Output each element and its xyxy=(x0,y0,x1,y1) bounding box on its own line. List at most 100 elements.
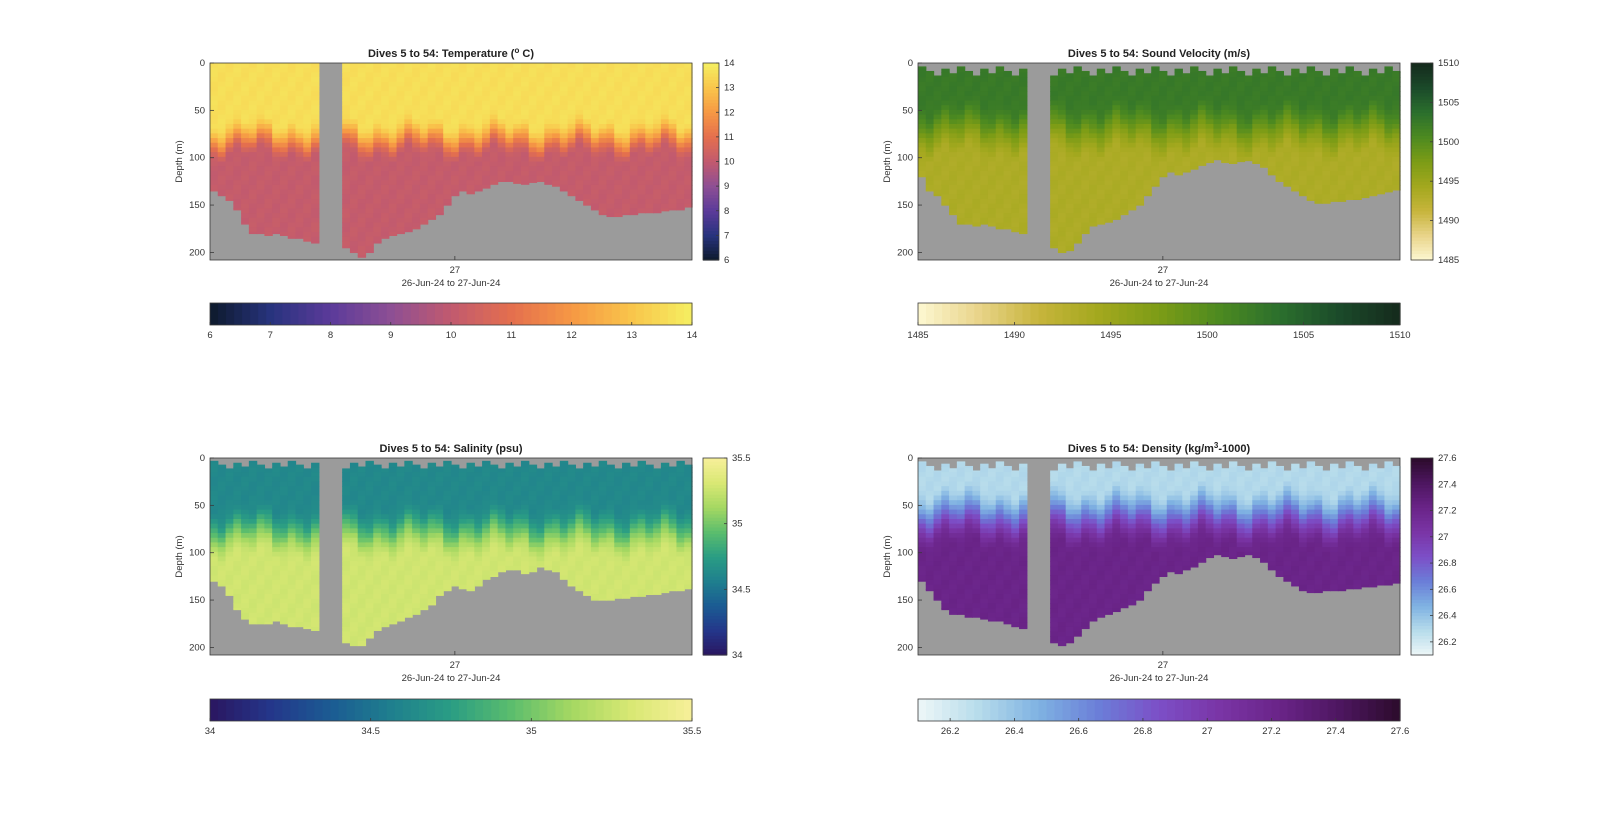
heatmap-cell xyxy=(1283,156,1292,163)
heatmap-cell xyxy=(1345,95,1354,102)
heatmap-cell xyxy=(381,95,390,102)
heatmap-cell xyxy=(1104,166,1113,172)
heatmap-cell xyxy=(1228,91,1238,97)
dive-column xyxy=(567,63,576,197)
heatmap-cell xyxy=(412,486,421,492)
heatmap-cell xyxy=(381,222,390,228)
heatmap-cell xyxy=(513,63,522,69)
heatmap-cell xyxy=(684,100,693,106)
heatmap-cell xyxy=(248,579,258,586)
colorbar-segment xyxy=(703,95,719,100)
heatmap-cell xyxy=(419,166,429,172)
heatmap-cell xyxy=(412,509,421,515)
heatmap-cell xyxy=(396,528,405,534)
heatmap-cell xyxy=(1275,138,1284,144)
heatmap-cell xyxy=(489,91,499,97)
heatmap-cell xyxy=(513,86,522,92)
heatmap-cell xyxy=(287,603,297,609)
heatmap-cell xyxy=(225,518,234,525)
heatmap-cell xyxy=(287,180,297,186)
heatmap-cell xyxy=(217,561,227,567)
heatmap-cell xyxy=(357,170,367,177)
heatmap-cell xyxy=(544,63,553,69)
heatmap-cell xyxy=(1120,86,1129,92)
heatmap-cell xyxy=(388,175,398,181)
colorbar-segment xyxy=(1411,82,1433,87)
heatmap-cell xyxy=(404,551,413,558)
heatmap-cell xyxy=(1337,194,1347,200)
colorbar-segment xyxy=(703,82,719,87)
heatmap-cell xyxy=(272,147,281,153)
dive-column xyxy=(536,63,545,182)
heatmap-cell xyxy=(1135,142,1145,149)
heatmap-cell xyxy=(520,67,530,73)
heatmap-cell xyxy=(1337,156,1347,163)
heatmap-cell xyxy=(1096,86,1106,92)
heatmap-cell xyxy=(287,213,297,219)
colorbar-tick-label: 1490 xyxy=(1438,216,1459,227)
heatmap-cell xyxy=(287,123,297,130)
heatmap-cell xyxy=(248,490,258,497)
heatmap-cell xyxy=(590,133,600,139)
heatmap-cell xyxy=(241,472,250,478)
dive-column xyxy=(388,462,398,625)
heatmap-cell xyxy=(248,472,258,478)
heatmap-cell xyxy=(419,598,429,604)
heatmap-cell xyxy=(1376,100,1386,106)
heatmap-cell xyxy=(264,123,273,130)
heatmap-cell xyxy=(248,547,258,553)
heatmap-cell xyxy=(311,91,320,97)
heatmap-cell xyxy=(637,138,646,144)
heatmap-cell xyxy=(598,123,608,130)
heatmap-cell xyxy=(1143,128,1152,134)
heatmap-cell xyxy=(528,142,538,149)
heatmap-cell xyxy=(559,138,569,144)
heatmap-cell xyxy=(412,547,421,553)
colorbar-segment xyxy=(942,303,951,325)
heatmap-cell xyxy=(365,472,374,478)
colorbar-segment xyxy=(1207,303,1216,325)
heatmap-cell xyxy=(995,66,1005,69)
chart-title-text: Dives 5 to 54: Temperature ( xyxy=(368,48,515,60)
heatmap-cell xyxy=(575,184,584,191)
heatmap-cell xyxy=(1314,189,1323,195)
heatmap-cell xyxy=(1337,189,1347,195)
heatmap-cell xyxy=(396,579,405,586)
heatmap-cell xyxy=(256,86,266,92)
heatmap-cell xyxy=(342,217,351,224)
heatmap-cell xyxy=(248,105,258,111)
heatmap-cell xyxy=(1213,156,1222,161)
colorbar-segment xyxy=(234,303,243,325)
heatmap-cell xyxy=(1057,77,1067,83)
colorbar-tick-label: 9 xyxy=(388,330,393,341)
heatmap-cell xyxy=(513,77,522,83)
heatmap-cell xyxy=(1322,180,1331,186)
heatmap-cell xyxy=(349,147,359,153)
heatmap-cell xyxy=(357,203,367,209)
heatmap-cell xyxy=(427,170,437,177)
colorbar-segment xyxy=(1134,303,1144,325)
heatmap-cell xyxy=(365,608,374,614)
heatmap-cell xyxy=(458,109,468,116)
heatmap-cell xyxy=(303,603,312,609)
heatmap-cell xyxy=(342,203,351,209)
heatmap-cell xyxy=(1213,109,1222,116)
heatmap-cell xyxy=(233,584,242,590)
heatmap-cell xyxy=(404,152,413,158)
heatmap-cell xyxy=(342,504,351,511)
heatmap-cell xyxy=(435,119,444,125)
heatmap-cell xyxy=(575,77,584,83)
heatmap-cell xyxy=(357,575,367,581)
heatmap-cell xyxy=(435,170,444,177)
heatmap-cell xyxy=(419,509,429,515)
heatmap-cell xyxy=(256,486,266,492)
heatmap-cell xyxy=(272,561,281,567)
heatmap-cell xyxy=(419,147,429,153)
heatmap-cell xyxy=(660,189,670,195)
chart-panel-1: Dives 5 to 54: Temperature (o C)05010015… xyxy=(174,46,735,341)
heatmap-cell xyxy=(559,180,569,186)
heatmap-cell xyxy=(552,72,561,78)
heatmap-cell xyxy=(388,170,398,177)
colorbar-segment xyxy=(314,303,324,325)
heatmap-cell xyxy=(1213,128,1222,134)
